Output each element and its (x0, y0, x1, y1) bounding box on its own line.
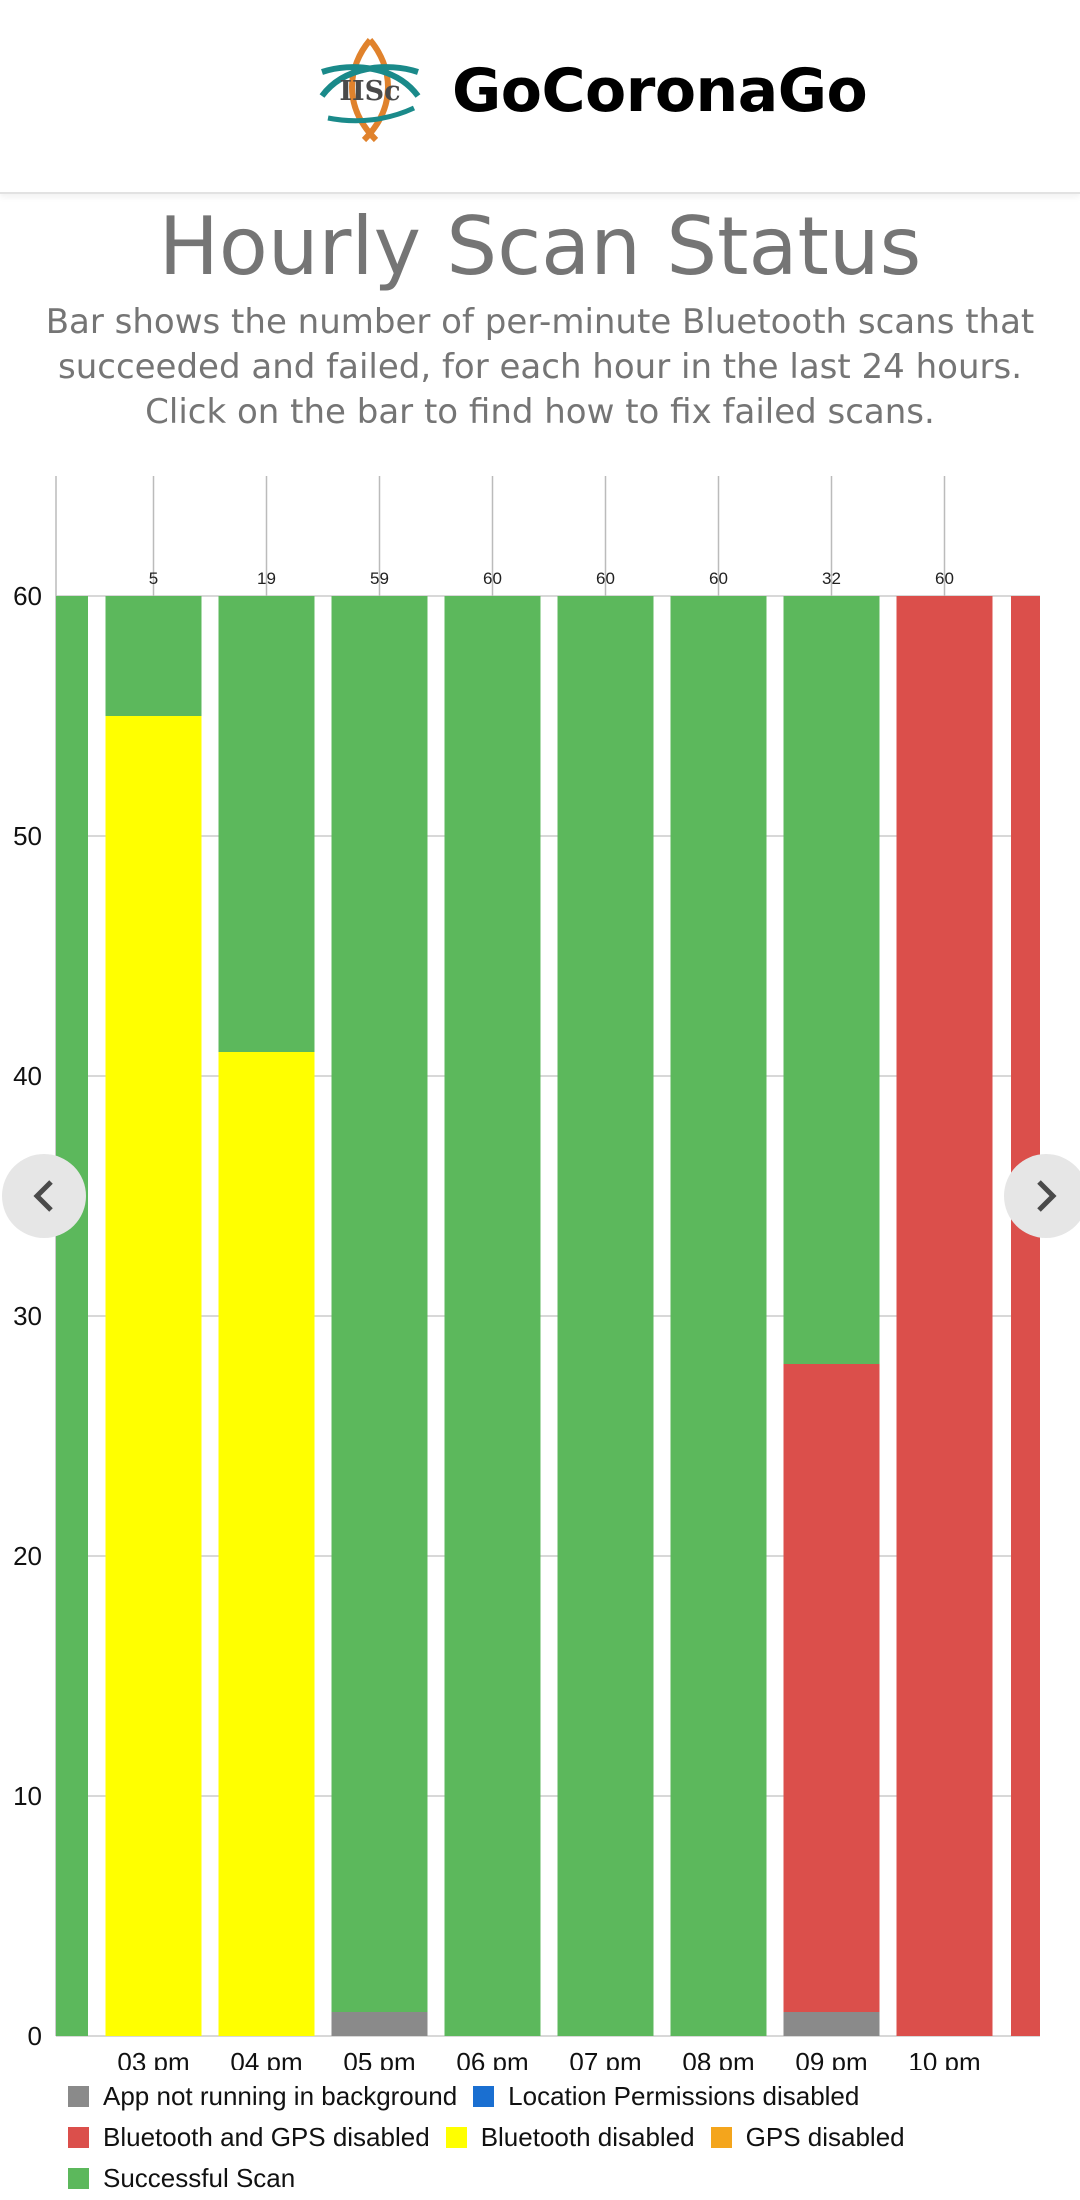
data-label: 32 (822, 569, 841, 588)
app-title: GoCoronaGo (452, 56, 868, 126)
page-title: Hourly Scan Status (158, 200, 922, 293)
legend-swatch (473, 2086, 495, 2107)
legend-swatch (68, 2086, 89, 2107)
legend-label: Bluetooth and GPS disabled (103, 2122, 430, 2152)
bar-segment[interactable] (896, 596, 993, 2036)
legend-row: Successful Scan (68, 2158, 1068, 2199)
edge-bar-right (1011, 596, 1040, 2036)
legend-label: App not running in background (103, 2081, 458, 2111)
y-tick-label: 50 (13, 821, 42, 851)
legend-item[interactable]: Location Permissions disabled (473, 2081, 859, 2112)
y-tick-label: 10 (13, 1781, 42, 1811)
hourly-scan-chart[interactable]: 010203040506055503 pm411904 pm15905 pm60… (0, 470, 1080, 2070)
chart-legend: App not running in background Location Pe… (68, 2076, 1068, 2199)
legend-row: App not running in background Location Pe… (68, 2076, 1068, 2117)
legend-row: Bluetooth and GPS disabled Bluetooth disa… (68, 2117, 1068, 2158)
x-tick-label: 07 pm (569, 2047, 641, 2070)
legend-label: Bluetooth disabled (480, 2122, 695, 2152)
bar-segment[interactable] (105, 716, 202, 2036)
chevron-right-icon[interactable] (1004, 1154, 1080, 1238)
y-tick-label: 0 (28, 2021, 42, 2051)
legend-swatch (68, 2127, 89, 2148)
x-tick-label: 03 pm (117, 2047, 189, 2070)
bar-segment[interactable] (670, 596, 767, 2036)
edge-bar-left (56, 596, 88, 2036)
y-tick-label: 40 (13, 1061, 42, 1091)
legend-swatch (445, 2127, 467, 2148)
bar-segment[interactable] (557, 596, 654, 2036)
legend-swatch (710, 2127, 732, 2148)
app-header: IISc GoCoronaGo (0, 0, 1080, 194)
x-tick-label: 10 pm (908, 2047, 980, 2070)
x-tick-label: 09 pm (795, 2047, 867, 2070)
y-tick-label: 20 (13, 1541, 42, 1571)
x-tick-label: 06 pm (456, 2047, 528, 2070)
bar-segment[interactable] (218, 596, 315, 1052)
legend-label: Location Permissions disabled (508, 2081, 860, 2111)
data-label: 19 (257, 569, 276, 588)
iisc-logo: IISc (319, 38, 421, 143)
x-tick-label: 04 pm (230, 2047, 302, 2070)
y-tick-label: 60 (13, 581, 42, 611)
legend-item[interactable]: Successful Scan (68, 2163, 295, 2194)
brand: IISc GoCoronaGo (318, 36, 868, 146)
legend-item[interactable]: App not running in background (68, 2081, 457, 2112)
data-label: 59 (370, 569, 389, 588)
legend-swatch (68, 2168, 89, 2189)
x-tick-label: 08 pm (682, 2047, 754, 2070)
legend-label: Successful Scan (103, 2163, 296, 2193)
x-tick-label: 05 pm (343, 2047, 415, 2070)
bar-segment[interactable] (331, 2012, 428, 2036)
data-label: 5 (149, 569, 158, 588)
bar-segment[interactable] (105, 596, 202, 716)
legend-item[interactable]: Bluetooth disabled (445, 2122, 695, 2153)
legend-label: GPS disabled (745, 2122, 905, 2152)
data-label: 60 (709, 569, 728, 588)
data-label: 60 (935, 569, 954, 588)
bar-segment[interactable] (783, 596, 880, 1364)
y-tick-label: 30 (13, 1301, 42, 1331)
page-subtitle: Bar shows the number of per-minute Bluet… (45, 302, 1035, 432)
logo-text: IISc (339, 76, 400, 107)
bar-segment[interactable] (218, 1052, 315, 2036)
chevron-left-icon[interactable] (2, 1154, 86, 1238)
bar-segment[interactable] (331, 596, 428, 2012)
bar-segment[interactable] (783, 1364, 880, 2012)
legend-item[interactable]: Bluetooth and GPS disabled (68, 2122, 430, 2153)
data-label: 60 (483, 569, 502, 588)
bar-segment[interactable] (783, 2012, 880, 2036)
bar-segment[interactable] (444, 596, 541, 2036)
data-label: 60 (596, 569, 615, 588)
legend-item[interactable]: GPS disabled (710, 2122, 905, 2153)
